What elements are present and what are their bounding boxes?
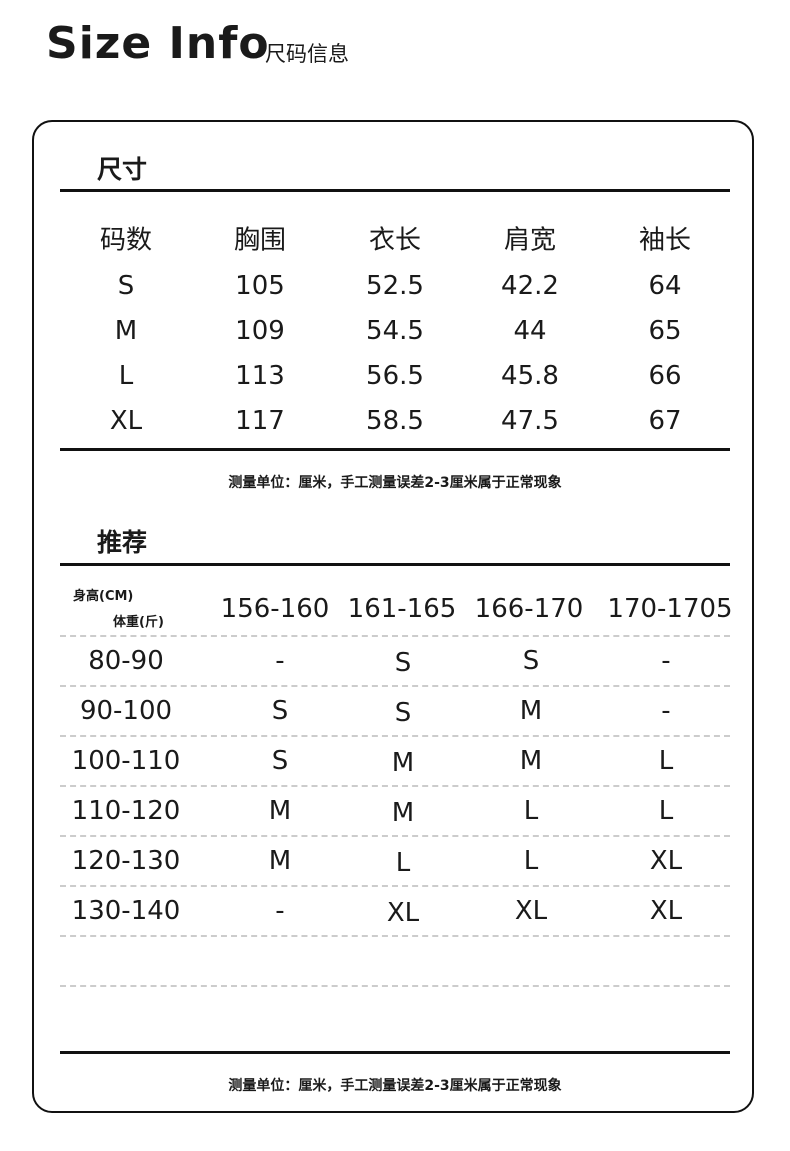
table-cell: 58.5 [366, 406, 424, 436]
table-cell: 105 [235, 271, 285, 301]
table-cell: M [519, 696, 543, 726]
dashed-divider [60, 985, 730, 987]
table-cell: S [394, 698, 412, 728]
table-cell: 47.5 [501, 406, 559, 436]
row-header: 80-90 [88, 646, 164, 676]
table-cell: 64 [648, 271, 682, 301]
table-cell: 117 [235, 406, 285, 436]
row-header: 130-140 [71, 896, 181, 926]
table-cell: L [658, 796, 674, 826]
table-cell: - [275, 646, 285, 676]
column-header: 胸围 [233, 225, 287, 256]
divider [60, 1051, 730, 1054]
table-cell: - [275, 896, 285, 926]
table-cell: M [114, 316, 138, 346]
table-cell: 54.5 [366, 316, 424, 346]
column-header: 166-170 [474, 594, 584, 624]
dashed-divider [60, 735, 730, 737]
table-cell: L [658, 746, 674, 776]
table-cell: L [395, 848, 411, 878]
table-cell: S [117, 271, 135, 301]
column-header: 码数 [99, 225, 153, 256]
divider [60, 189, 730, 192]
table-cell: XL [649, 846, 683, 876]
column-header: 袖长 [638, 225, 692, 256]
dashed-divider [60, 835, 730, 837]
table-cell: M [391, 798, 415, 828]
table-cell: S [271, 746, 289, 776]
divider [60, 563, 730, 566]
table-cell: M [268, 846, 292, 876]
table-cell: S [394, 648, 412, 678]
page-title: Size Info [46, 18, 270, 69]
table-cell: S [522, 646, 540, 676]
column-header: 156-160 [220, 594, 330, 624]
row-header: 90-100 [79, 696, 173, 726]
table-cell: XL [386, 898, 420, 928]
column-header: 肩宽 [503, 225, 557, 256]
recommend-note: 测量单位：厘米，手工测量误差2-3厘米属于正常现象 [228, 1078, 562, 1094]
weight-header: 体重(斤) [113, 615, 164, 630]
table-cell: 113 [235, 361, 285, 391]
table-cell: 66 [648, 361, 682, 391]
table-cell: - [661, 696, 671, 726]
table-cell: 56.5 [366, 361, 424, 391]
size-section-title: 尺寸 [97, 155, 148, 184]
row-header: 110-120 [71, 796, 181, 826]
table-cell: 109 [235, 316, 285, 346]
table-cell: L [523, 796, 539, 826]
table-cell: M [519, 746, 543, 776]
table-cell: - [661, 646, 671, 676]
table-cell: 44 [513, 316, 547, 346]
dashed-divider [60, 785, 730, 787]
table-cell: L [118, 361, 134, 391]
column-header: 170-1705 [607, 594, 733, 624]
table-cell: XL [514, 896, 548, 926]
page-subtitle: 尺码信息 [265, 42, 349, 66]
table-cell: S [271, 696, 289, 726]
dashed-divider [60, 885, 730, 887]
dashed-divider [60, 935, 730, 937]
table-cell: XL [649, 896, 683, 926]
table-cell: 67 [648, 406, 682, 436]
table-cell: M [268, 796, 292, 826]
table-cell: M [391, 748, 415, 778]
table-cell: XL [109, 406, 143, 436]
column-header: 161-165 [347, 594, 457, 624]
table-cell: 52.5 [366, 271, 424, 301]
table-cell: 65 [648, 316, 682, 346]
height-header: 身高(CM) [73, 589, 134, 604]
table-cell: L [523, 846, 539, 876]
row-header: 100-110 [71, 746, 181, 776]
size-card [32, 120, 754, 1113]
size-note: 测量单位：厘米，手工测量误差2-3厘米属于正常现象 [228, 475, 562, 491]
recommend-section-title: 推荐 [97, 528, 148, 557]
dashed-divider [60, 635, 730, 637]
table-cell: 42.2 [501, 271, 559, 301]
column-header: 衣长 [368, 225, 422, 256]
row-header: 120-130 [71, 846, 181, 876]
dashed-divider [60, 685, 730, 687]
table-cell: 45.8 [501, 361, 559, 391]
divider [60, 448, 730, 451]
